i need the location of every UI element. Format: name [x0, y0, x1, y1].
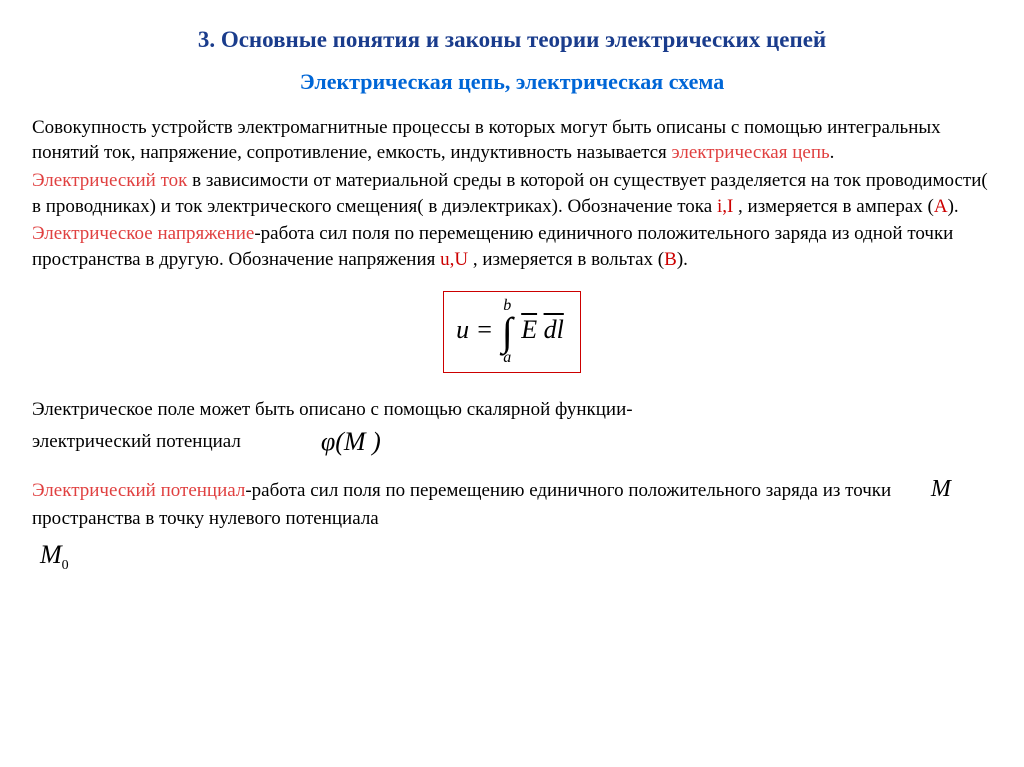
p2-text-b: , измеряется в амперах ( — [733, 196, 934, 217]
paragraph-1: Совокупность устройств электромагнитные … — [32, 115, 992, 166]
paragraph-5: Электрический потенциал-работа сил поля … — [32, 473, 992, 531]
formula-voltage-integral: u = b ∫ a E dl — [32, 291, 992, 373]
paragraph-2: Электрический ток в зависимости от матер… — [32, 168, 992, 219]
M0-zero: 0 — [62, 558, 69, 573]
paragraph-4-line1: Электрическое поле может быть описано с … — [32, 397, 992, 423]
M0-M: M — [40, 540, 62, 569]
p3-symbol: u,U — [440, 249, 468, 270]
p4-text2: электрический потенциал — [32, 429, 241, 455]
paragraph-4-line2: электрический потенциал φ(M ) — [32, 424, 992, 459]
p2-term: Электрический ток — [32, 170, 187, 191]
p1-text-b: . — [830, 142, 835, 163]
p3-text-c: ). — [677, 249, 688, 270]
point-M: M — [896, 473, 986, 505]
p5-text-b: пространства в точку нулевого потенциала — [32, 508, 379, 529]
integral-lower: a — [502, 350, 513, 366]
p3-unit: B — [664, 249, 677, 270]
section-title: 3. Основные понятия и законы теории элек… — [32, 24, 992, 55]
phi-of-M: φ(M ) — [321, 424, 381, 459]
formula-dl: dl — [544, 315, 564, 344]
integral-sign: b ∫ a — [502, 298, 513, 366]
p2-text-c: ). — [948, 196, 959, 217]
point-M0: M0 — [40, 537, 992, 576]
paragraph-3: Электрическое напряжение-работа сил поля… — [32, 221, 992, 272]
formula-lhs: u = — [456, 315, 493, 344]
p2-unit: A — [934, 196, 948, 217]
formula-E: E — [521, 315, 537, 344]
p3-term: Электрическое напряжение — [32, 223, 254, 244]
section-subtitle: Электрическая цепь, электрическая схема — [32, 67, 992, 97]
p1-term: электрическая цепь — [672, 142, 830, 163]
p5-text-a: -работа сил поля по перемещению единично… — [245, 480, 891, 501]
p2-symbol: i,I — [717, 196, 733, 217]
p5-term: Электрический потенциал — [32, 480, 245, 501]
p3-text-b: , измеряется в вольтах ( — [468, 249, 664, 270]
